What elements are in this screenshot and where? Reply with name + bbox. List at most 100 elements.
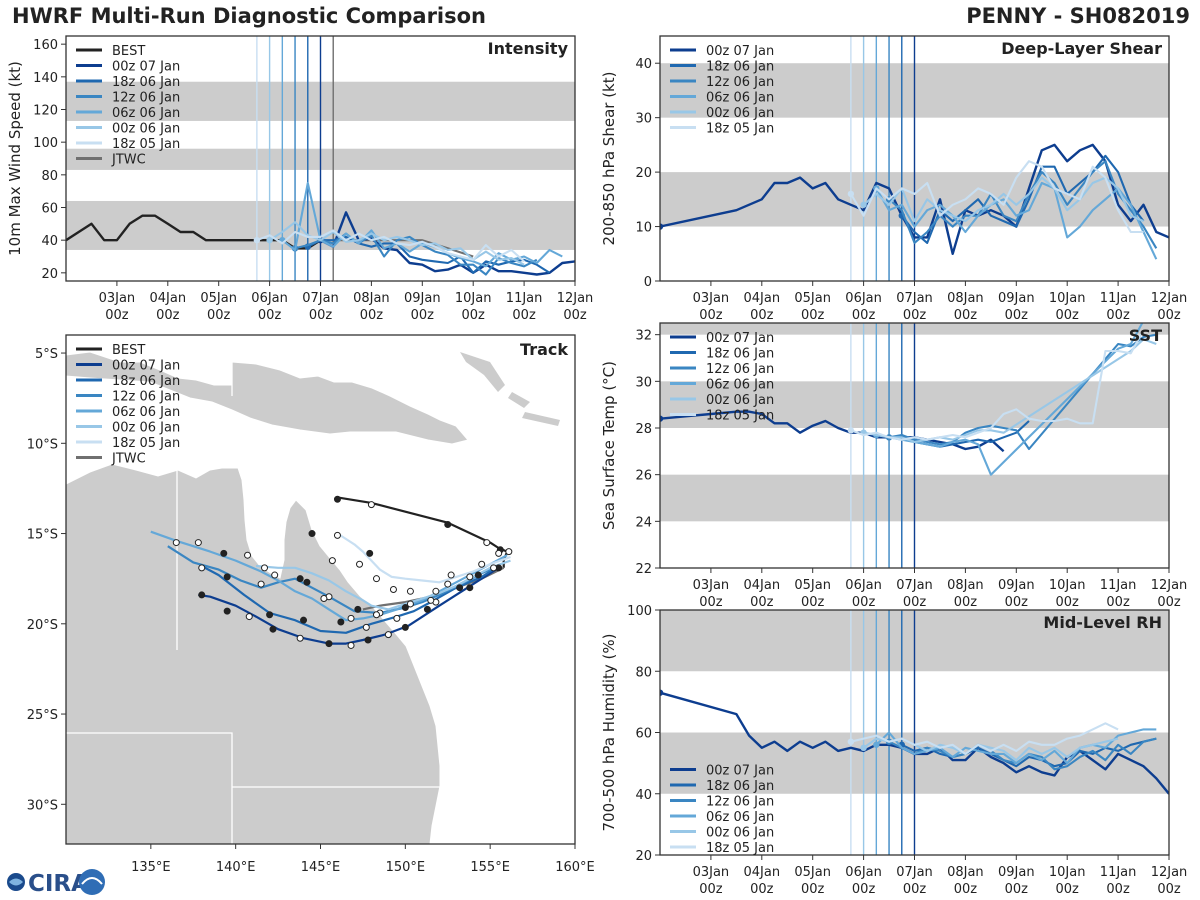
shear-title: Deep-Layer Shear <box>1001 39 1162 58</box>
series-line-12z-06-jan <box>294 232 538 276</box>
y-tick-label: 26 <box>635 469 652 484</box>
x-tick-label: 09Jan <box>404 291 441 306</box>
track-axis-ticks: 135°E 140°E 145°E 150°E 155°E 160°E 5°S 10°S 15°… <box>27 347 595 875</box>
x-tick-sublabel: 00z <box>750 882 774 897</box>
y-tick-label: 20 <box>41 267 58 282</box>
track-marker <box>333 531 341 539</box>
x-tick-label: 160°E <box>555 860 595 875</box>
legend-label-18z-05-jan: 18z 05 Jan <box>706 409 774 424</box>
x-tick-sublabel: 00z <box>852 882 876 897</box>
track-marker <box>474 571 482 579</box>
x-tick-sublabel: 00z <box>1106 595 1130 610</box>
x-tick-sublabel: 00z <box>512 308 536 323</box>
legend-label-00z-06-jan: 00z 06 Jan <box>706 393 774 408</box>
track-marker <box>300 616 308 624</box>
x-tick-sublabel: 00z <box>1157 595 1181 610</box>
legend-label-00z-06-jan: 00z 06 Jan <box>112 421 180 436</box>
x-tick-sublabel: 00z <box>1005 308 1029 323</box>
track-marker <box>271 571 279 579</box>
series-start-marker-00z-07-jan <box>660 689 664 696</box>
track-marker <box>308 530 316 538</box>
track-marker <box>384 631 392 639</box>
x-tick-label: 04Jan <box>150 291 187 306</box>
x-tick-label: 05Jan <box>794 865 831 880</box>
track-marker <box>269 625 277 633</box>
x-tick-label: 03Jan <box>693 291 730 306</box>
y-tick-label: 20 <box>635 166 652 181</box>
y-tick-label: 60 <box>635 727 652 742</box>
x-tick-sublabel: 00z <box>563 308 587 323</box>
track-marker <box>328 557 336 565</box>
y-tick-label: 140 <box>33 71 58 86</box>
x-tick-label: 155°E <box>470 860 510 875</box>
state-borders <box>66 335 440 844</box>
track-marker <box>303 578 311 586</box>
shear-ylabel: 200-850 hPa Shear (kt) <box>600 72 618 246</box>
legend-label-best: BEST <box>112 44 145 59</box>
x-tick-label: 12Jan <box>1151 865 1188 880</box>
track-marker <box>362 623 370 631</box>
track-marker <box>337 618 345 626</box>
x-tick-sublabel: 00z <box>954 595 978 610</box>
x-tick-label: 07Jan <box>896 578 933 593</box>
legend-label-00z-06-jan: 00z 06 Jan <box>706 106 774 121</box>
x-tick-label: 10Jan <box>1049 578 1086 593</box>
track-marker <box>244 551 252 559</box>
y-tick-label: 28 <box>635 422 652 437</box>
track-marker <box>423 605 431 613</box>
x-tick-sublabel: 00z <box>1056 308 1080 323</box>
x-tick-sublabel: 00z <box>903 882 927 897</box>
cira-logo: CIRA <box>7 869 105 897</box>
y-tick-label: 80 <box>41 169 58 184</box>
x-tick-label: 11Jan <box>1100 291 1137 306</box>
x-tick-label: 135°E <box>131 860 171 875</box>
series-start-marker-18z-05-jan <box>847 738 855 745</box>
x-tick-sublabel: 00z <box>801 595 825 610</box>
legend-label-12z-06-jan: 12z 06 Jan <box>706 75 774 90</box>
x-tick-label: 06Jan <box>251 291 288 306</box>
y-tick-label: 30°S <box>27 798 58 813</box>
x-tick-label: 05Jan <box>794 291 831 306</box>
y-tick-label: 160 <box>33 38 58 53</box>
x-tick-sublabel: 00z <box>309 308 333 323</box>
legend-label-00z-06-jan: 00z 06 Jan <box>706 826 774 841</box>
series-line-18z-05-jan <box>850 329 1145 441</box>
x-tick-label: 09Jan <box>998 865 1035 880</box>
series-start-marker-18z-05-jan <box>847 427 855 434</box>
bismarck-islands <box>460 352 560 426</box>
australia-land <box>65 463 441 845</box>
y-tick-label: 5°S <box>35 347 58 362</box>
track-line-18z-06-jan <box>201 565 500 634</box>
legend-label-best: BEST <box>112 343 145 358</box>
x-tick-sublabel: 00z <box>903 308 927 323</box>
series-line-00z-07-jan <box>660 143 1169 256</box>
intensity-ylabel: 10m Max Wind Speed (kt) <box>6 61 24 256</box>
x-tick-sublabel: 00z <box>1106 308 1130 323</box>
y-tick-label: 100 <box>33 136 58 151</box>
track-marker <box>490 564 498 572</box>
track-marker <box>505 548 513 556</box>
x-tick-label: 04Jan <box>744 291 781 306</box>
x-tick-label: 11Jan <box>506 291 543 306</box>
x-tick-sublabel: 00z <box>750 308 774 323</box>
track-marker <box>356 560 364 568</box>
x-tick-label: 03Jan <box>693 578 730 593</box>
track-marker <box>320 595 328 603</box>
papua-new-guinea-land <box>65 351 469 445</box>
x-tick-sublabel: 00z <box>1056 882 1080 897</box>
y-tick-label: 30 <box>635 375 652 390</box>
x-tick-sublabel: 00z <box>1005 882 1029 897</box>
legend-label-18z-05-jan: 18z 05 Jan <box>706 122 774 137</box>
legend-label-00z-07-jan: 00z 07 Jan <box>706 764 774 779</box>
x-tick-sublabel: 00z <box>360 308 384 323</box>
track-lines <box>150 496 511 645</box>
track-marker <box>223 607 231 615</box>
track-marker <box>393 614 401 622</box>
intensity-series <box>66 181 575 276</box>
track-marker <box>401 604 409 612</box>
track-markers <box>172 495 513 649</box>
